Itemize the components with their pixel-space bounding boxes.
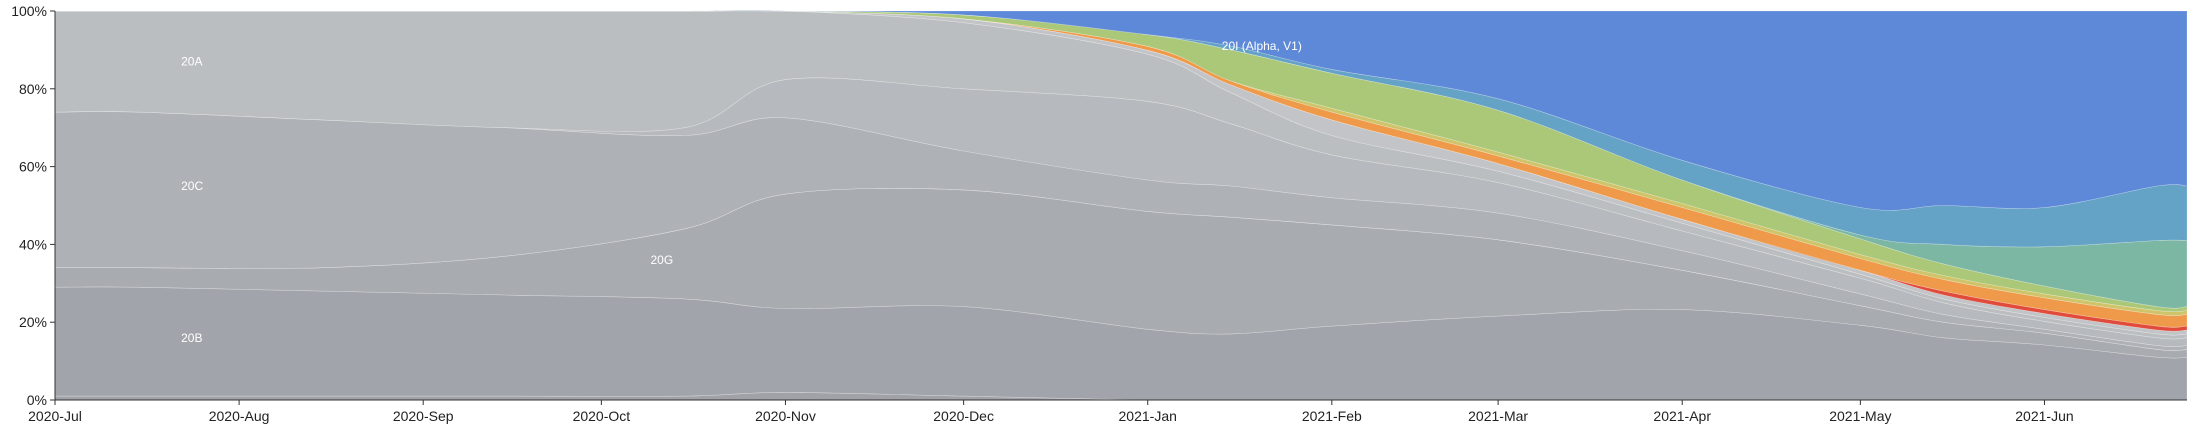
y-tick-label: 20% bbox=[19, 314, 47, 330]
area-labels-group: 20A 20C 20G 20B 20I (Alpha, V1) bbox=[181, 39, 1302, 345]
area-label-20i-alpha-v1: 20I (Alpha, V1) bbox=[1222, 39, 1302, 53]
y-axis: 0% 20% 40% 60% 80% 100% bbox=[11, 3, 56, 408]
x-axis: 2020-Jul 2020-Aug 2020-Sep 2020-Oct 2020-Nov… bbox=[28, 399, 2187, 424]
area-unlabeled-2 bbox=[54, 187, 2188, 359]
area-20i-alpha-v1 bbox=[54, 10, 2188, 211]
x-tick-label: 2020-Aug bbox=[209, 408, 270, 424]
y-tick-label: 0% bbox=[27, 392, 47, 408]
area-20c bbox=[54, 111, 2188, 351]
area-20a bbox=[54, 9, 2188, 340]
y-tick-label: 100% bbox=[11, 3, 47, 19]
area-label-20g: 20G bbox=[651, 253, 674, 267]
x-tick-label: 2020-Jul bbox=[28, 408, 82, 424]
x-tick-label: 2021-Jun bbox=[2015, 408, 2073, 424]
y-tick-label: 60% bbox=[19, 159, 47, 175]
area-label-20c: 20C bbox=[181, 179, 203, 193]
x-tick-label: 2020-Dec bbox=[933, 408, 994, 424]
y-tick-label: 40% bbox=[19, 236, 47, 252]
x-tick-label: 2020-Sep bbox=[393, 408, 454, 424]
x-tick-label: 2021-Jan bbox=[1119, 408, 1177, 424]
y-tick-label: 80% bbox=[19, 81, 47, 97]
x-tick-label: 2021-Apr bbox=[1653, 408, 1711, 424]
x-tick-label: 2020-Oct bbox=[573, 408, 631, 424]
x-tick-label: 2020-Nov bbox=[755, 408, 816, 424]
x-tick-label: 2021-May bbox=[1829, 408, 1891, 424]
area-label-20b: 20B bbox=[181, 331, 202, 345]
x-tick-label: 2021-Feb bbox=[1302, 408, 1362, 424]
area-series-group bbox=[54, 9, 2188, 401]
area-label-20a: 20A bbox=[181, 55, 202, 69]
x-tick-label: 2021-Mar bbox=[1468, 408, 1528, 424]
